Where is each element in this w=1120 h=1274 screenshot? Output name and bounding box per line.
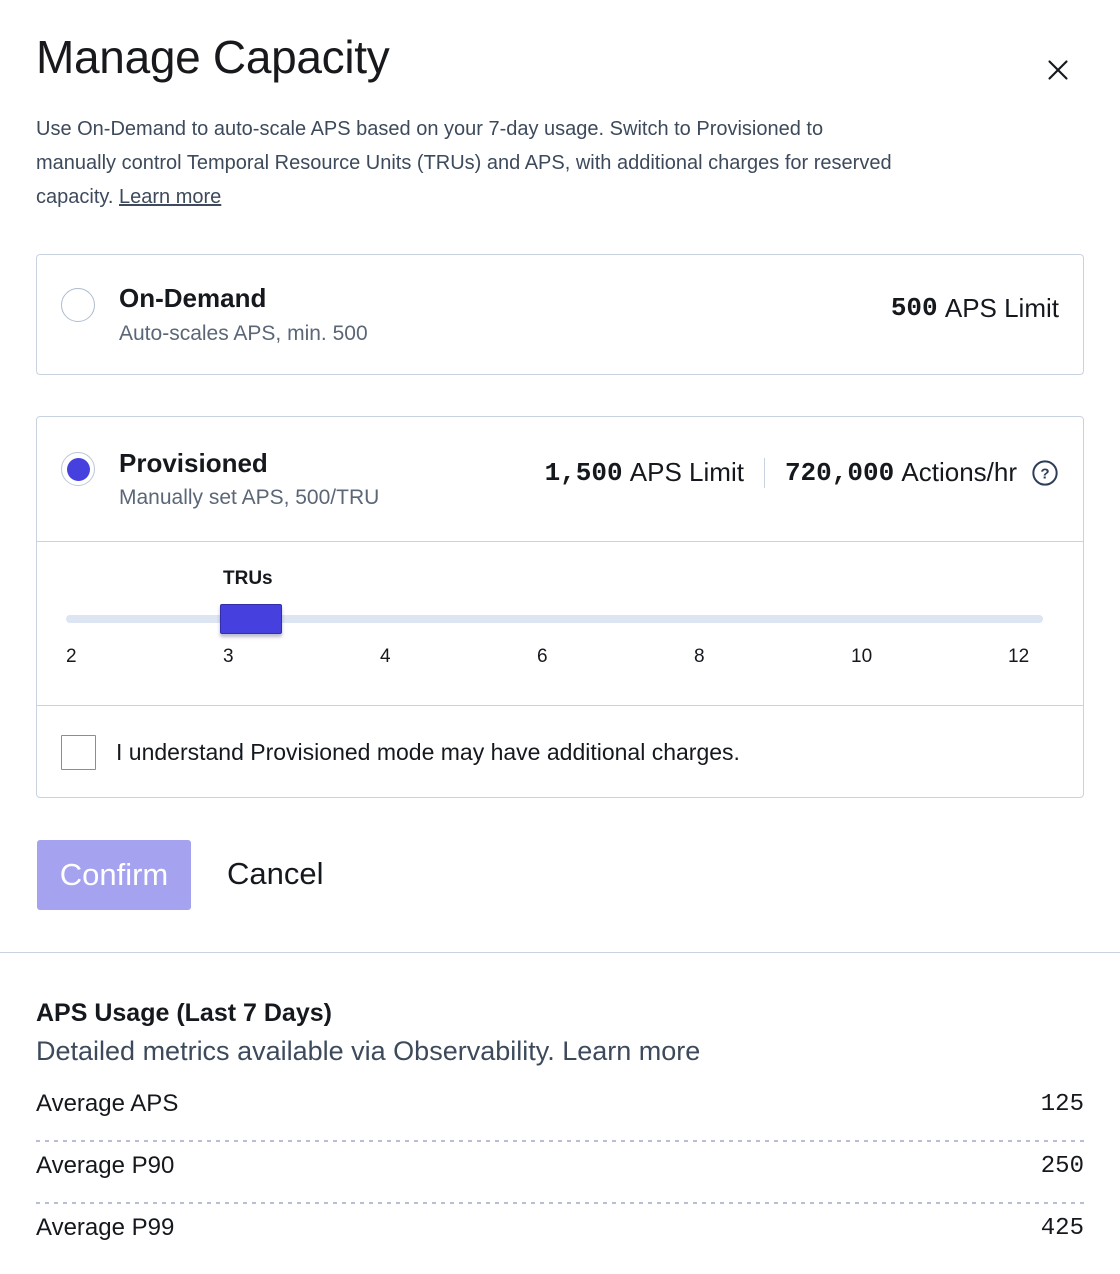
svg-text:?: ? <box>1040 465 1049 482</box>
